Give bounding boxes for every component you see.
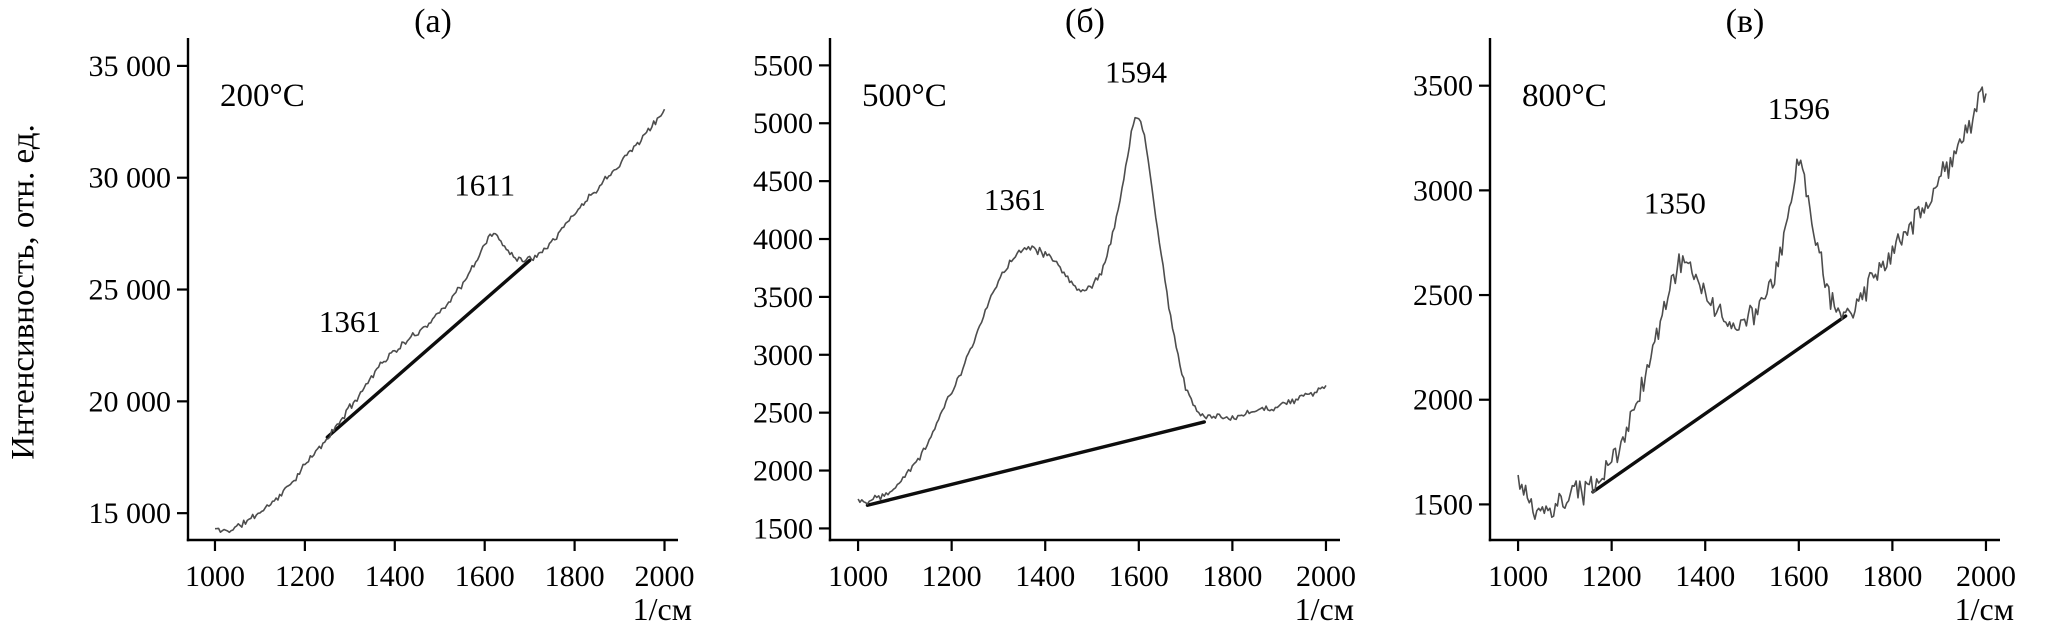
x-tick-label: 1000	[828, 560, 888, 593]
x-tick-label: 1200	[275, 560, 335, 593]
peak-label: 1594	[1105, 55, 1168, 90]
x-tick-label: 1400	[1675, 560, 1735, 593]
x-tick-label: 1600	[1769, 560, 1829, 593]
y-tick-label: 3500	[1413, 70, 1473, 103]
x-tick-label: 1400	[1015, 560, 1075, 593]
x-unit-label: 1/см	[1295, 591, 1354, 621]
x-tick-label: 1000	[1488, 560, 1548, 593]
x-tick-label: 1400	[365, 560, 425, 593]
panel-title: (б)	[1065, 3, 1105, 40]
panel-title: (в)	[1726, 3, 1765, 40]
peak-label: 1361	[319, 304, 381, 339]
y-tick-label: 2500	[1413, 279, 1473, 312]
y-tick-label: 3500	[753, 281, 813, 314]
x-tick-label: 2000	[635, 560, 695, 593]
y-tick-label: 2000	[1413, 384, 1473, 417]
peak-label: 1596	[1768, 91, 1830, 126]
spectrum-curve	[214, 108, 666, 534]
y-tick-label: 2000	[753, 455, 813, 488]
x-tick-label: 1600	[1109, 560, 1169, 593]
baseline	[865, 420, 1207, 507]
x-tick-label: 1800	[545, 560, 605, 593]
y-tick-label: 25 000	[89, 274, 172, 307]
spectrum-curve	[857, 116, 1327, 505]
y-tick-label: 2500	[753, 397, 813, 430]
panel-b-500C: 1000 1200 1400 1600 1800 2000 1500 2000 2500 3000…	[753, 3, 1356, 621]
x-tick-label: 1800	[1202, 560, 1262, 593]
x-tick-label: 2000	[1956, 560, 2016, 593]
spectrum-curve	[1517, 86, 1987, 521]
y-tick-label: 5000	[753, 107, 813, 140]
x-unit-label: 1/см	[633, 591, 692, 621]
panel-a-200C: 1000 1200 1400 1600 1800 2000 15 000 20 000 25 0…	[89, 3, 695, 621]
y-tick-label: 1500	[1413, 488, 1473, 521]
x-unit-label: 1/см	[1955, 591, 2014, 621]
x-tick-label: 1000	[185, 560, 245, 593]
temperature-label: 500°C	[862, 78, 947, 114]
baseline	[325, 258, 532, 439]
peak-label: 1611	[454, 168, 515, 203]
y-tick-label: 5500	[753, 49, 813, 82]
y-tick-label: 4000	[753, 223, 813, 256]
y-tick-label: 20 000	[89, 385, 172, 418]
y-tick-label: 15 000	[89, 497, 172, 530]
y-tick-label: 35 000	[89, 50, 172, 83]
y-tick-label: 1500	[753, 512, 813, 545]
y-tick-label: 4500	[753, 165, 813, 198]
x-tick-label: 2000	[1296, 560, 1356, 593]
panel-title: (а)	[414, 3, 452, 40]
y-tick-label: 30 000	[89, 162, 172, 195]
y-axis-label: Интенсивность, отн. ед.	[5, 124, 42, 460]
x-tick-label: 1600	[455, 560, 515, 593]
baseline	[1591, 314, 1848, 494]
temperature-label: 200°C	[220, 78, 305, 114]
y-axis-label-column: Интенсивность, отн. ед.	[0, 0, 48, 621]
x-tick-label: 1200	[1582, 560, 1642, 593]
peak-label: 1361	[984, 182, 1046, 217]
y-tick-label: 3000	[1413, 174, 1473, 207]
peak-label: 1350	[1644, 185, 1706, 220]
x-tick-label: 1800	[1862, 560, 1922, 593]
x-tick-label: 1200	[922, 560, 982, 593]
panel-v-800C: 1000 1200 1400 1600 1800 2000 1500 2000 2500 3000…	[1413, 3, 2016, 621]
temperature-label: 800°C	[1522, 78, 1607, 114]
y-tick-label: 3000	[753, 339, 813, 372]
